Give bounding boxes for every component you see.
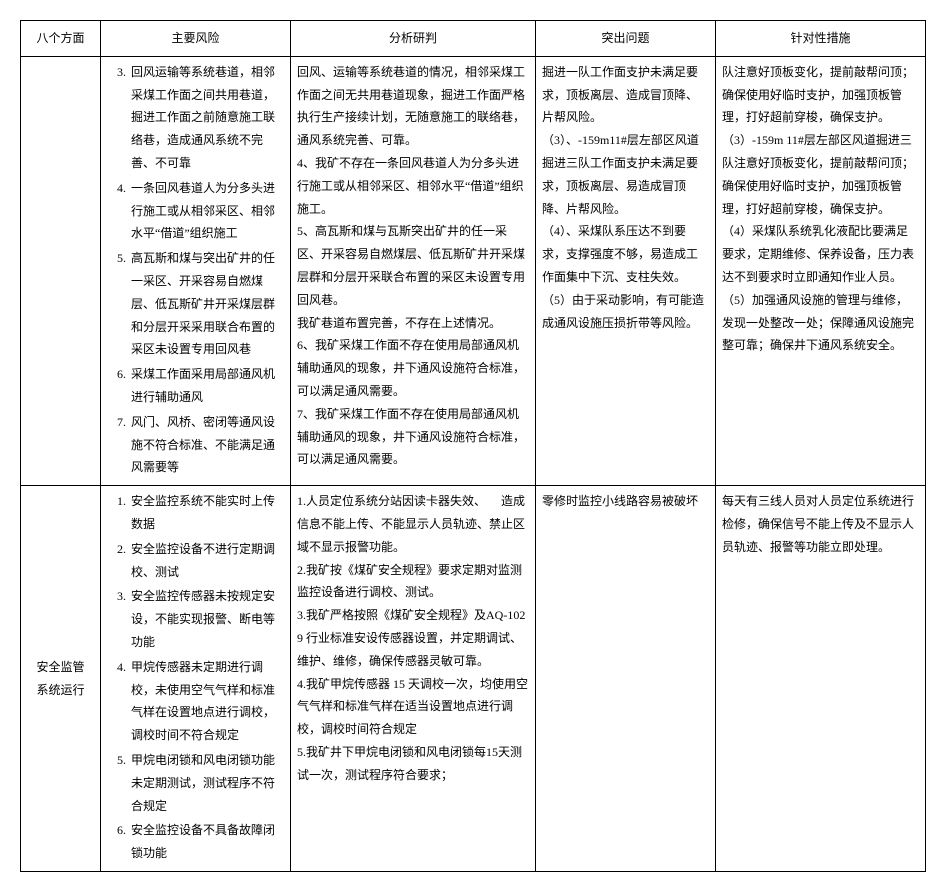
table-row: 回风运输等系统巷道，相邻采煤工作面之间共用巷道，掘进工作面之前随意施工联络巷，造… (21, 56, 926, 485)
risk-item: 风门、风桥、密闭等通风设施不符合标准、不能满足通风需要等 (129, 411, 284, 479)
risk-item: 一条回风巷道人为分多头进行施工或从相邻采区、相邻水平“借道”组织施工 (129, 177, 284, 245)
issues-text: 零修时监控小线路容易被破坏 (542, 490, 709, 513)
analysis-text: 回风、运输等系统巷道的情况，相邻采煤工作面之间无共用巷道现象，掘进工作面严格执行… (297, 61, 529, 471)
col-header-issues: 突出问题 (536, 21, 716, 57)
category-cell (21, 56, 101, 485)
measures-cell: 每天有三线人员对人员定位系统进行检修，确保信号不能上传及不显示人员轨迹、报警等功… (716, 486, 926, 872)
table-row: 安全监管 系统运行 安全监控系统不能实时上传数据安全监控设备不进行定期调校、测试… (21, 486, 926, 872)
measures-cell: 队注意好顶板变化，提前敲帮问顶；确保使用好临时支护，加强顶板管理，打好超前穿梭，… (716, 56, 926, 485)
risk-item: 甲烷电闭锁和风电闭锁功能未定期测试，测试程序不符合规定 (129, 749, 284, 817)
risk-item: 回风运输等系统巷道，相邻采煤工作面之间共用巷道，掘进工作面之前随意施工联络巷，造… (129, 61, 284, 175)
issues-text: 掘进一队工作面支护未满足要求，顶板离层、造成冒顶降、片帮风险。 （3）、-159… (542, 61, 709, 335)
measures-text: 每天有三线人员对人员定位系统进行检修，确保信号不能上传及不显示人员轨迹、报警等功… (722, 490, 919, 558)
risk-item: 甲烷传感器未定期进行调校，未使用空气气样和标准气样在设置地点进行调校，调校时间不… (129, 656, 284, 747)
risk-list: 安全监控系统不能实时上传数据安全监控设备不进行定期调校、测试安全监控传感器未按规… (107, 490, 284, 865)
analysis-text: 1.人员定位系统分站因读卡器失效、 造成信息不能上传、不能显示人员轨迹、禁止区域… (297, 490, 529, 786)
col-header-risk: 主要风险 (101, 21, 291, 57)
risk-list: 回风运输等系统巷道，相邻采煤工作面之间共用巷道，掘进工作面之前随意施工联络巷，造… (107, 61, 284, 479)
category-label: 安全监管 系统运行 (36, 660, 84, 697)
col-header-aspect: 八个方面 (21, 21, 101, 57)
category-cell: 安全监管 系统运行 (21, 486, 101, 872)
risk-item: 安全监控设备不进行定期调校、测试 (129, 538, 284, 584)
risk-item: 安全监控传感器未按规定安设，不能实现报警、断电等功能 (129, 585, 284, 653)
col-header-measures: 针对性措施 (716, 21, 926, 57)
risk-item: 采煤工作面采用局部通风机进行辅助通风 (129, 363, 284, 409)
risk-item: 高瓦斯和煤与突出矿井的任一采区、开采容易自燃煤层、低瓦斯矿井开采煤层群和分层开采… (129, 247, 284, 361)
measures-text: 队注意好顶板变化，提前敲帮问顶；确保使用好临时支护，加强顶板管理，打好超前穿梭，… (722, 61, 919, 357)
risk-item: 安全监控设备不具备故障闭锁功能 (129, 819, 284, 865)
risk-cell: 安全监控系统不能实时上传数据安全监控设备不进行定期调校、测试安全监控传感器未按规… (101, 486, 291, 872)
analysis-cell: 1.人员定位系统分站因读卡器失效、 造成信息不能上传、不能显示人员轨迹、禁止区域… (291, 486, 536, 872)
analysis-cell: 回风、运输等系统巷道的情况，相邻采煤工作面之间无共用巷道现象，掘进工作面严格执行… (291, 56, 536, 485)
issues-cell: 掘进一队工作面支护未满足要求，顶板离层、造成冒顶降、片帮风险。 （3）、-159… (536, 56, 716, 485)
table-header-row: 八个方面 主要风险 分析研判 突出问题 针对性措施 (21, 21, 926, 57)
risk-item: 安全监控系统不能实时上传数据 (129, 490, 284, 536)
issues-cell: 零修时监控小线路容易被破坏 (536, 486, 716, 872)
col-header-analysis: 分析研判 (291, 21, 536, 57)
risk-cell: 回风运输等系统巷道，相邻采煤工作面之间共用巷道，掘进工作面之前随意施工联络巷，造… (101, 56, 291, 485)
risk-analysis-table: 八个方面 主要风险 分析研判 突出问题 针对性措施 回风运输等系统巷道，相邻采煤… (20, 20, 926, 872)
